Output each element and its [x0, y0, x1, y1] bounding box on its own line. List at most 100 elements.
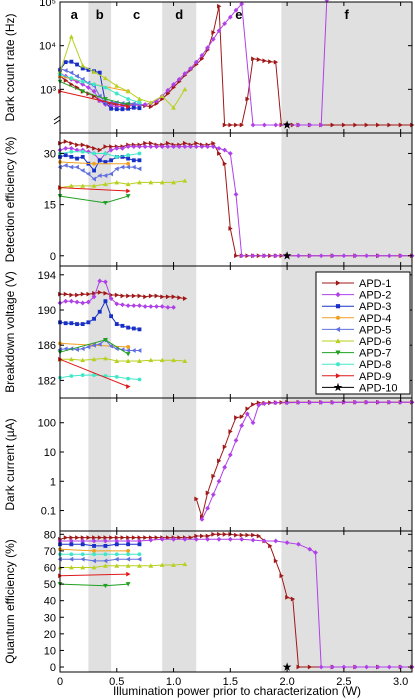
- point-apd-2: [125, 144, 131, 150]
- shaded-region-f: [281, 398, 412, 531]
- point-apd-8: [103, 85, 108, 90]
- point-apd-2: [154, 144, 159, 150]
- point-apd-6: [80, 565, 86, 570]
- point-apd-8: [69, 374, 74, 378]
- point-apd-2: [210, 144, 216, 150]
- point-apd-4: [92, 549, 96, 553]
- shaded-region-d: [162, 398, 197, 531]
- point-apd-1: [63, 291, 69, 297]
- y-tick-label: 10: [44, 447, 56, 459]
- point-apd-1: [364, 122, 369, 128]
- point-apd-1: [228, 122, 233, 128]
- point-apd-2: [63, 145, 69, 151]
- point-apd-1: [239, 532, 245, 538]
- point-apd-1: [131, 293, 137, 299]
- point-apd-5: [114, 166, 119, 172]
- point-apd-1: [228, 226, 233, 231]
- region-label-b: b: [96, 7, 104, 22]
- shaded-region-f: [281, 133, 412, 266]
- series-line-apd-8: [59, 73, 140, 103]
- legend-marker-apd-1: [335, 280, 341, 286]
- point-apd-3: [137, 327, 142, 332]
- point-apd-1: [137, 293, 142, 299]
- point-apd-2: [74, 299, 80, 305]
- shaded-region-d: [162, 266, 197, 398]
- point-apd-2: [307, 546, 313, 552]
- point-apd-1: [205, 533, 211, 539]
- point-apd-2: [91, 294, 97, 300]
- point-apd-2: [227, 452, 233, 458]
- shaded-region-d: [162, 133, 197, 266]
- point-apd-5: [97, 173, 102, 179]
- point-apd-2: [216, 145, 222, 151]
- y-tick-label: 182: [38, 375, 56, 387]
- point-apd-1: [194, 496, 199, 502]
- point-apd-6: [68, 565, 74, 570]
- point-apd-2: [233, 437, 239, 443]
- point-apd-1: [75, 535, 80, 541]
- point-apd-8: [69, 76, 74, 81]
- point-apd-1: [296, 664, 301, 670]
- point-apd-2: [330, 664, 335, 670]
- point-apd-1: [165, 140, 171, 146]
- point-apd-5: [125, 348, 131, 353]
- point-apd-2: [120, 145, 125, 151]
- point-apd-2: [261, 122, 267, 128]
- point-apd-6: [182, 358, 188, 363]
- y-tick-label: 80: [44, 529, 56, 541]
- point-apd-1: [148, 140, 154, 146]
- point-apd-3: [120, 107, 125, 112]
- y-tick-label: 194: [38, 270, 56, 282]
- legend-label-apd-1: APD-1: [359, 278, 391, 290]
- point-apd-1: [143, 294, 148, 300]
- legend-label-apd-7: APD-7: [359, 348, 391, 360]
- point-apd-2: [125, 303, 131, 308]
- point-apd-5: [97, 341, 102, 347]
- point-apd-5: [85, 344, 91, 350]
- point-apd-2: [205, 505, 211, 511]
- point-apd-1: [69, 535, 74, 541]
- point-apd-2: [103, 279, 108, 285]
- point-apd-2: [233, 7, 239, 13]
- point-apd-3: [131, 105, 136, 110]
- point-apd-2: [318, 400, 324, 405]
- point-apd-6: [137, 563, 142, 568]
- point-apd-2: [114, 145, 120, 151]
- point-apd-2: [222, 464, 228, 470]
- point-apd-2: [193, 144, 199, 150]
- point-apd-8: [80, 373, 85, 378]
- point-apd-2: [352, 399, 358, 405]
- point-apd-3: [109, 314, 114, 319]
- point-apd-6: [159, 180, 165, 185]
- region-label-c: c: [133, 7, 140, 22]
- point-apd-8: [92, 373, 96, 378]
- point-apd-2: [193, 59, 199, 65]
- point-apd-2: [97, 278, 103, 284]
- shaded-region-f: [281, 531, 412, 672]
- point-apd-1: [217, 458, 222, 464]
- point-apd-1: [92, 290, 97, 296]
- axis-break-mark: [53, 115, 61, 125]
- point-apd-1: [245, 96, 250, 102]
- legend-label-apd-6: APD-6: [359, 336, 391, 348]
- point-apd-1: [211, 473, 216, 479]
- point-apd-8: [80, 79, 85, 84]
- legend-label-apd-3: APD-3: [359, 301, 391, 313]
- point-apd-7: [80, 89, 86, 94]
- point-apd-2: [125, 538, 131, 544]
- point-apd-8: [80, 552, 85, 557]
- y-tick-label: 10⁵: [39, 0, 56, 9]
- point-apd-2: [386, 664, 392, 670]
- point-apd-2: [273, 400, 279, 406]
- point-apd-2: [210, 492, 216, 498]
- y-axis-label: Detection efficiency (%): [3, 137, 17, 263]
- legend-box: [315, 271, 411, 395]
- point-apd-2: [273, 253, 279, 259]
- point-apd-1: [341, 122, 347, 128]
- point-apd-1: [75, 142, 80, 148]
- series-line-apd-9: [59, 573, 129, 577]
- point-apd-9: [126, 384, 131, 389]
- point-apd-8: [137, 151, 142, 156]
- point-apd-6: [148, 180, 154, 185]
- point-apd-2: [386, 399, 392, 405]
